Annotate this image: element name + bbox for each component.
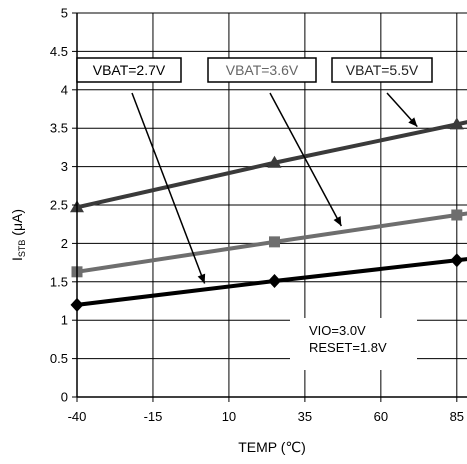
callout-label-vbat-2-7: VBAT=2.7V	[93, 62, 166, 78]
y-tick-label: 2	[61, 236, 68, 251]
gridlines	[77, 12, 467, 397]
data-point-vbat-3-6v	[269, 236, 280, 248]
x-tick-label: -40	[68, 409, 87, 424]
series-line-vbat-3-6v	[76, 211, 467, 274]
data-point-vbat-2-7v	[268, 274, 281, 289]
data-point-vbat-5-5v	[267, 155, 282, 168]
callout-arrow-head	[408, 117, 418, 127]
callout-box-vbat-3-6	[207, 57, 317, 83]
x-axis-title: TEMP (℃)	[238, 439, 306, 455]
y-tick-label: 2.5	[50, 198, 68, 213]
callout-arrow-line	[269, 92, 343, 227]
callout-box-vbat-2-7	[76, 57, 182, 83]
x-tick-label: -15	[144, 409, 163, 424]
y-tick-label: 5	[61, 6, 68, 21]
conditions-box	[290, 318, 417, 370]
conditions-annotation: VIO=3.0V RESET=1.8V	[290, 318, 417, 370]
data-point-vbat-3-6v	[451, 209, 463, 221]
y-tick-label: 3.5	[50, 121, 68, 136]
conditions-vio: VIO=3.0V	[309, 323, 366, 338]
y-axis-title: ISTB (μA)	[9, 209, 27, 261]
x-tick-label: 35	[298, 409, 312, 424]
callout-arrows	[131, 92, 418, 284]
y-tick-label: 4	[61, 82, 68, 97]
callout-label-vbat-5-5: VBAT=5.5V	[346, 62, 419, 78]
series-line-vbat-5-5v	[76, 120, 467, 210]
data-point-vbat-2-7v	[450, 253, 464, 268]
y-tick-label: 4.5	[50, 44, 68, 59]
x-tick-label: 10	[222, 409, 236, 424]
callout-label-vbat-3-6: VBAT=3.6V	[226, 62, 299, 78]
y-tick-label: 1	[61, 313, 68, 328]
y-tick-label: 0.5	[50, 351, 68, 366]
data-point-vbat-5-5v	[449, 117, 464, 130]
callout-box-vbat-5-5	[331, 57, 433, 83]
conditions-reset: RESET=1.8V	[309, 340, 387, 355]
series-line-vbat-2-7v	[76, 257, 467, 307]
tick-labels: 0 0.5 1 1.5 2 2.5 3 3.5 4 4.5 5 -40 -15 10 35 60 85	[50, 6, 464, 425]
callout-arrow-head	[197, 273, 206, 284]
y-axis-title-main: I	[9, 257, 25, 261]
y-tick-label: 0	[61, 390, 68, 405]
y-tick-label: 1.5	[50, 274, 68, 289]
x-tick-label: 60	[374, 409, 388, 424]
callout-arrow-head	[333, 216, 342, 227]
y-axis-title-unit: (μA)	[9, 209, 25, 240]
y-tick-label: 3	[61, 159, 68, 174]
legend-callouts: VBAT=2.7V VBAT=3.6V VBAT=5.5V	[76, 57, 433, 83]
y-axis-title-subscript: STB	[17, 240, 27, 258]
x-tick-label: 85	[450, 409, 464, 424]
callout-arrow-line	[131, 92, 206, 284]
